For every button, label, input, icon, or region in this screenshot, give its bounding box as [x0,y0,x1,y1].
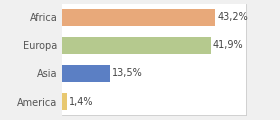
Text: 1,4%: 1,4% [69,97,93,107]
Bar [62,37,211,54]
Bar [62,93,67,110]
Text: 13,5%: 13,5% [112,69,143,78]
Text: 43,2%: 43,2% [217,12,248,22]
Text: 41,9%: 41,9% [213,40,243,50]
Bar [62,9,215,26]
Bar [62,65,109,82]
